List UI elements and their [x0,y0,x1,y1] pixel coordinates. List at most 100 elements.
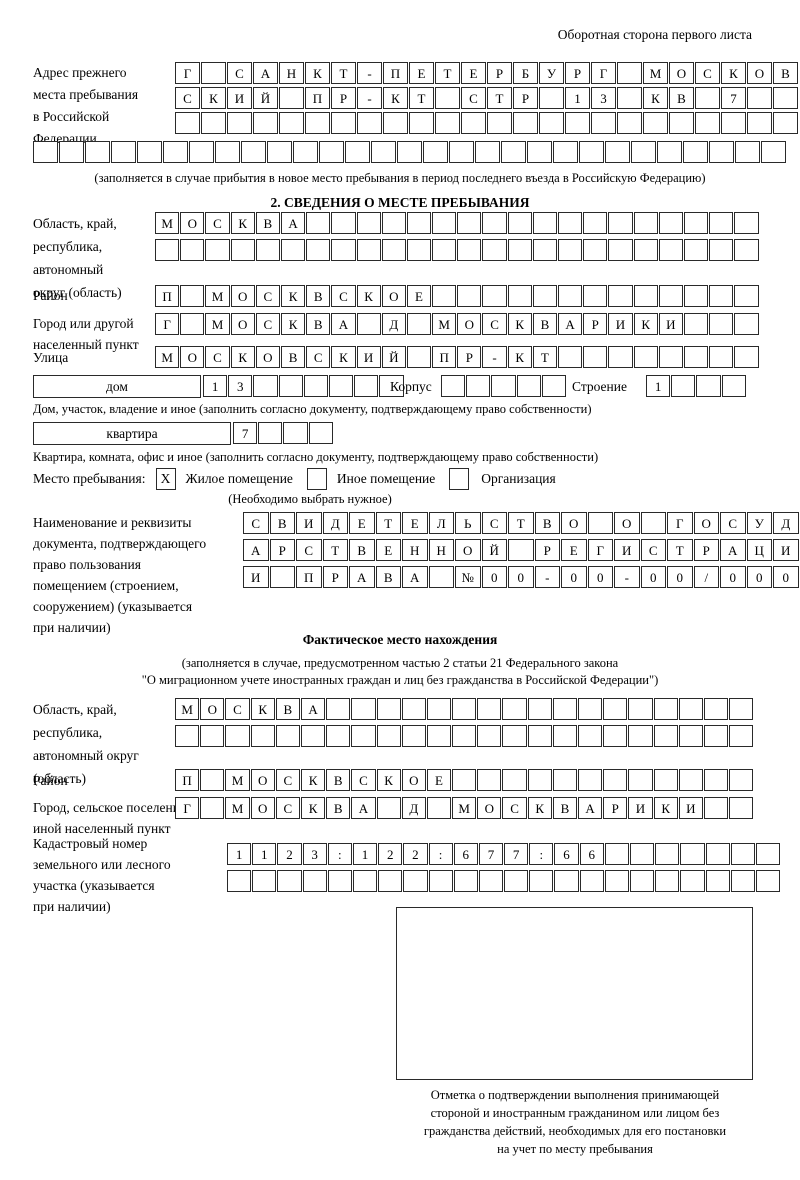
form-cell[interactable]: О [255,346,280,368]
form-cell[interactable]: А [578,797,603,819]
form-cell[interactable] [326,725,351,747]
form-cell[interactable] [603,725,628,747]
form-cell[interactable] [457,285,482,307]
form-cell[interactable]: К [383,87,408,109]
form-cell[interactable]: Т [667,539,693,561]
form-cell[interactable]: Р [583,313,608,335]
form-cell[interactable] [255,239,280,261]
form-cell[interactable] [351,698,376,720]
form-cell[interactable]: Б [513,62,538,84]
form-cell[interactable]: И [678,797,703,819]
form-cell[interactable]: К [507,346,532,368]
form-cell[interactable] [502,698,527,720]
form-cell[interactable]: О [180,212,205,234]
form-cell[interactable] [678,698,703,720]
form-cell[interactable] [354,375,379,397]
form-cell[interactable]: К [507,313,532,335]
form-cell[interactable] [735,141,760,163]
form-cell[interactable] [302,870,327,892]
form-cell[interactable]: В [669,87,694,109]
form-cell[interactable]: К [356,285,381,307]
form-cell[interactable] [441,375,466,397]
form-cell[interactable] [513,112,538,134]
form-cell[interactable] [435,87,460,109]
form-cell[interactable] [552,769,577,791]
form-cell[interactable]: К [721,62,746,84]
form-cell[interactable] [280,239,306,261]
form-cell[interactable] [227,112,252,134]
form-cell[interactable]: Р [487,62,512,84]
form-cell[interactable] [734,285,759,307]
form-cell[interactable]: 0 [773,566,799,588]
form-cell[interactable] [279,112,304,134]
form-cell[interactable]: И [296,512,322,534]
form-cell[interactable]: Р [269,539,295,561]
form-cell[interactable]: № [455,566,481,588]
form-cell[interactable] [655,843,680,865]
form-cell[interactable] [605,141,630,163]
form-cell[interactable] [357,112,382,134]
form-cell[interactable] [406,313,432,335]
form-cell[interactable] [658,212,683,234]
form-cell[interactable]: 7 [478,843,504,865]
form-cell[interactable] [604,870,629,892]
form-cell[interactable]: В [275,698,300,720]
form-cell[interactable] [379,375,404,397]
form-cell[interactable]: В [255,212,280,234]
form-cell[interactable] [608,285,633,307]
form-cell[interactable] [426,698,452,720]
form-cell[interactable]: И [227,87,252,109]
form-cell[interactable]: Т [435,62,460,84]
form-cell[interactable]: 2 [378,843,403,865]
form-cell[interactable]: В [326,797,351,819]
form-cell[interactable]: В [306,313,331,335]
form-cell[interactable]: А [253,62,278,84]
form-cell[interactable] [381,239,406,261]
form-cell[interactable] [200,725,225,747]
form-cell[interactable] [241,141,266,163]
form-cell[interactable]: 0 [481,566,507,588]
form-cell[interactable]: 0 [508,566,534,588]
section2-region-row-2[interactable] [155,239,760,261]
form-cell[interactable]: В [552,797,577,819]
form-cell[interactable]: С [255,313,280,335]
form-cell[interactable]: И [614,539,640,561]
form-cell[interactable] [452,769,477,791]
form-cell[interactable] [583,239,608,261]
form-cell[interactable] [507,212,532,234]
form-cell[interactable]: О [614,512,640,534]
form-cell[interactable]: О [669,62,694,84]
form-cell[interactable]: Й [481,539,507,561]
form-cell[interactable]: 3 [302,843,327,865]
form-cell[interactable] [409,112,434,134]
form-cell[interactable]: Е [409,62,434,84]
form-cell[interactable] [401,698,426,720]
form-cell[interactable] [428,566,454,588]
previous-address-row-3[interactable] [175,112,799,134]
form-cell[interactable]: С [640,539,666,561]
form-cell[interactable] [683,285,709,307]
form-cell[interactable] [397,141,422,163]
form-cell[interactable]: М [225,797,250,819]
form-cell[interactable]: П [175,769,200,791]
form-cell[interactable] [331,239,356,261]
form-cell[interactable] [275,725,300,747]
form-cell[interactable]: М [155,212,180,234]
form-cell[interactable]: О [457,313,482,335]
form-cell[interactable] [163,141,188,163]
form-cell[interactable] [252,870,277,892]
form-cell[interactable]: С [275,769,300,791]
form-cell[interactable]: С [482,313,507,335]
form-cell[interactable] [432,285,457,307]
form-cell[interactable]: Г [667,512,693,534]
form-cell[interactable] [277,870,302,892]
form-cell[interactable]: А [402,566,428,588]
form-cell[interactable]: О [477,797,502,819]
form-cell[interactable] [683,239,709,261]
form-cell[interactable] [426,797,452,819]
form-cell[interactable]: П [296,566,322,588]
form-cell[interactable]: В [773,62,798,84]
form-cell[interactable] [371,141,396,163]
form-cell[interactable]: П [155,285,180,307]
